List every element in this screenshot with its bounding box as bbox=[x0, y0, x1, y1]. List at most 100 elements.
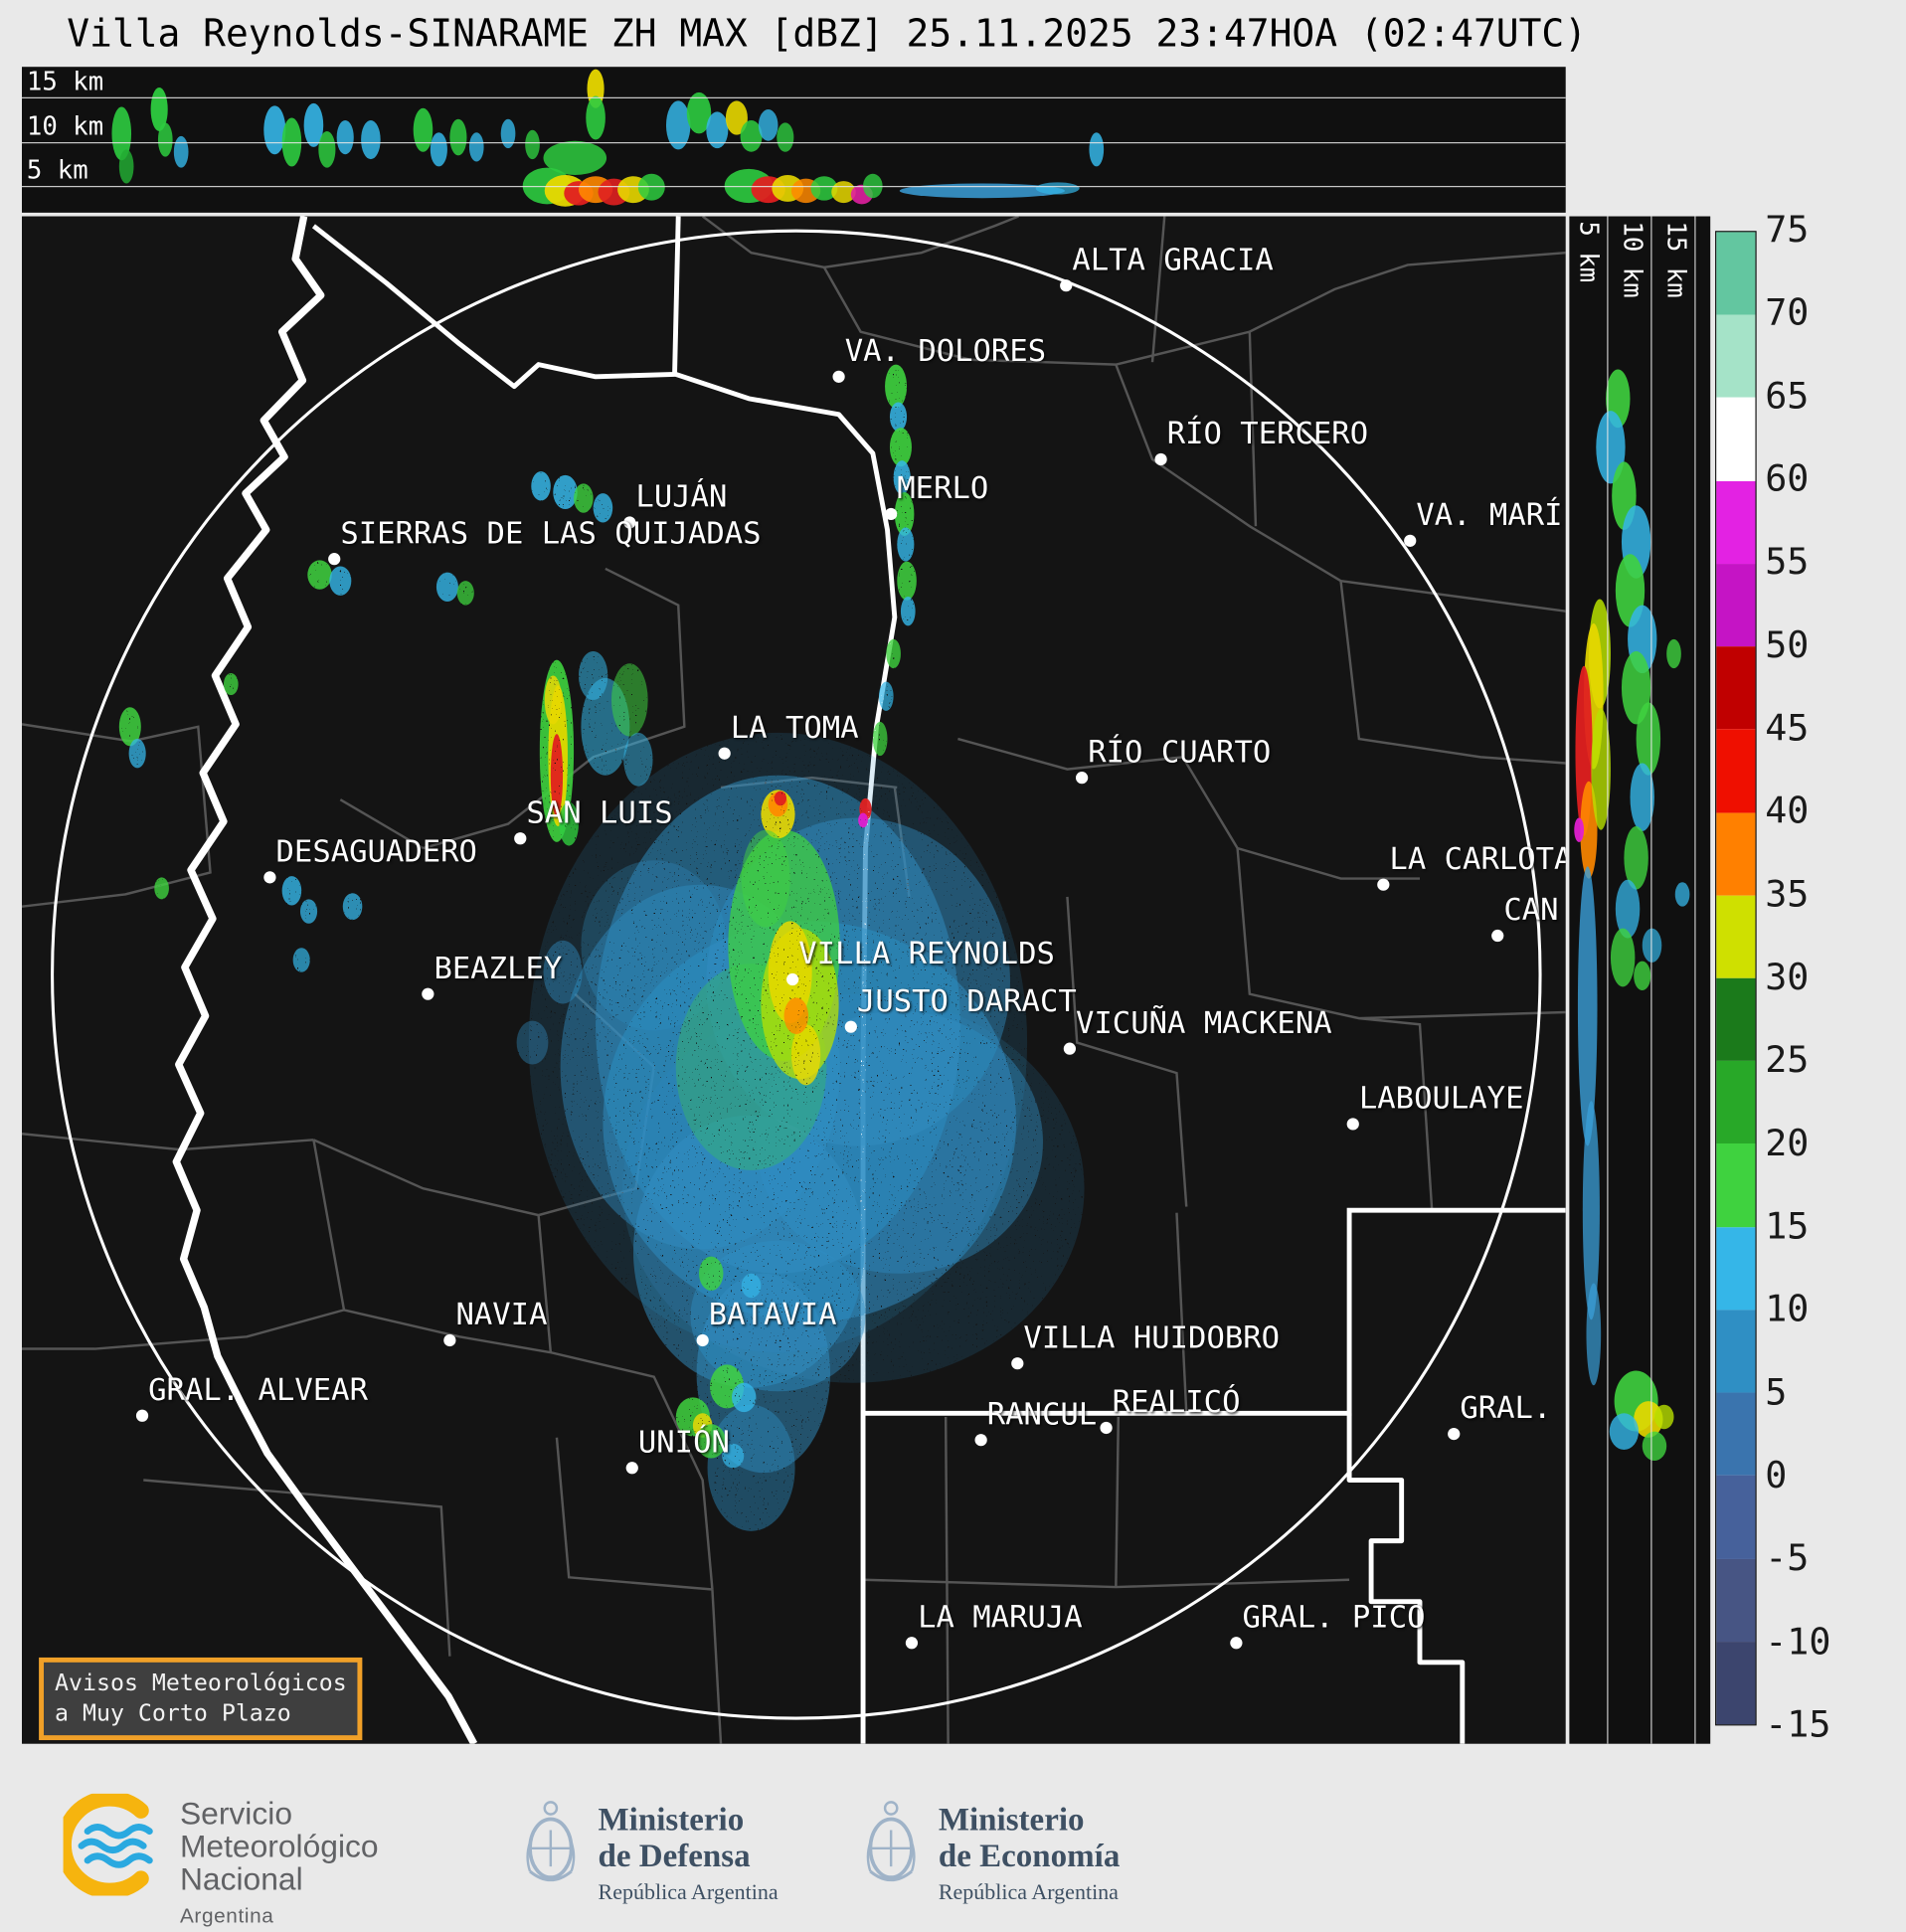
city-label: VILLA HUIDOBRO bbox=[1023, 1319, 1281, 1355]
radar-echo bbox=[899, 183, 1065, 199]
city-dot bbox=[844, 1020, 857, 1033]
colorbar-tick-label: 45 bbox=[1765, 707, 1810, 751]
colorbar-tick-label: 75 bbox=[1765, 209, 1810, 252]
colorbar-segment bbox=[1716, 646, 1756, 730]
radar-echo bbox=[886, 638, 901, 669]
radar-echo bbox=[1634, 961, 1651, 991]
map-radar-echoes bbox=[118, 364, 1085, 1531]
radar-echo bbox=[900, 597, 916, 626]
city-label: UNIÓN bbox=[637, 1424, 730, 1460]
radar-echo bbox=[1586, 1283, 1602, 1386]
altitude-label: 10 km bbox=[1618, 221, 1647, 298]
city-label: JUSTO DARACT bbox=[856, 982, 1077, 1019]
smn-name-line: Servicio bbox=[179, 1795, 293, 1832]
radar-echo bbox=[774, 790, 787, 806]
city-label: LUJÁN bbox=[635, 478, 728, 514]
city-dot bbox=[443, 1333, 456, 1347]
radar-echo bbox=[878, 681, 894, 711]
city-label: MERLO bbox=[897, 469, 989, 506]
colorbar-tick-label: -15 bbox=[1765, 1703, 1831, 1747]
radar-echo bbox=[897, 561, 917, 601]
colorbar-tick-label: 70 bbox=[1765, 291, 1810, 335]
colorbar-tick-label: 40 bbox=[1765, 790, 1810, 833]
right-cross-section-panel: 5 km 10 km 15 km bbox=[1569, 216, 1711, 1744]
radar-echo bbox=[696, 1424, 726, 1459]
colorbar-segment bbox=[1716, 232, 1756, 315]
city-label: LABOULAYE bbox=[1358, 1080, 1524, 1116]
radar-echo bbox=[118, 707, 141, 747]
city-label: SIERRAS DE LAS QUIJADAS bbox=[340, 515, 762, 551]
warning-line-1: Avisos Meteorológicos bbox=[55, 1669, 347, 1697]
radar-echo bbox=[525, 129, 540, 160]
altitude-gridline bbox=[22, 96, 1566, 98]
economia-subtitle: República Argentina bbox=[938, 1879, 1119, 1905]
city-label: VA. MARÍ bbox=[1416, 496, 1563, 533]
radar-echo bbox=[574, 483, 594, 513]
city-dot bbox=[625, 1462, 638, 1475]
radar-echo bbox=[1580, 781, 1598, 879]
city-dot bbox=[786, 972, 799, 986]
radar-echo bbox=[1624, 826, 1648, 890]
altitude-gridline bbox=[22, 185, 1566, 188]
radar-echo bbox=[889, 402, 908, 432]
radar-echo bbox=[435, 572, 458, 602]
province-border-south bbox=[863, 1207, 1566, 1416]
city-dot bbox=[1060, 279, 1073, 292]
city-dot bbox=[696, 1333, 709, 1347]
page-title: Villa Reynolds-SINARAME ZH MAX [dBZ] 25.… bbox=[67, 12, 1588, 57]
smn-logo-icon bbox=[63, 1793, 153, 1896]
city-label: GRAL. bbox=[1460, 1390, 1552, 1426]
radar-echo bbox=[593, 493, 613, 523]
radar-echo bbox=[1615, 879, 1641, 939]
radar-echo bbox=[544, 675, 562, 725]
colorbar-segment bbox=[1716, 480, 1756, 564]
economia-line: Ministerio bbox=[938, 1801, 1085, 1838]
radar-echo bbox=[329, 566, 352, 596]
radar-echo bbox=[790, 1024, 821, 1086]
radar-echo bbox=[543, 940, 583, 1004]
city-dot bbox=[263, 871, 276, 884]
city-label: VICUÑA MACKENA bbox=[1076, 1004, 1332, 1041]
radar-echo bbox=[578, 651, 608, 700]
radar-echo bbox=[1630, 763, 1654, 831]
city-label: REALICÓ bbox=[1112, 1383, 1241, 1420]
colorbar-tick-label: 25 bbox=[1765, 1039, 1810, 1083]
radar-echo bbox=[1642, 1431, 1667, 1461]
city-label: LA CARLOTA bbox=[1389, 840, 1566, 877]
colorbar-tick-label: 50 bbox=[1765, 623, 1810, 667]
radar-echo bbox=[623, 732, 653, 787]
colorbar-tick-label: 55 bbox=[1765, 541, 1810, 585]
radar-echo bbox=[698, 1256, 724, 1291]
city-label: GRAL. ALVEAR bbox=[148, 1371, 368, 1408]
radar-range-ring bbox=[51, 229, 1542, 1720]
city-dot bbox=[1011, 1357, 1024, 1370]
radar-echo bbox=[783, 997, 809, 1035]
city-dot bbox=[1377, 878, 1390, 891]
radar-echo bbox=[741, 1273, 762, 1299]
defensa-subtitle: República Argentina bbox=[598, 1879, 779, 1905]
radar-echo bbox=[1577, 866, 1598, 1146]
smn-name-line: Nacional bbox=[179, 1860, 303, 1897]
radar-echo bbox=[281, 876, 302, 906]
city-dot bbox=[1448, 1427, 1461, 1441]
radar-echo bbox=[128, 739, 146, 769]
city-dot bbox=[1154, 452, 1167, 466]
colorbar-segment bbox=[1716, 314, 1756, 399]
city-dot bbox=[718, 747, 731, 760]
radar-echo bbox=[318, 130, 336, 168]
colorbar-tick-label: 65 bbox=[1765, 375, 1810, 418]
radar-echo bbox=[157, 122, 173, 157]
city-dot bbox=[328, 553, 341, 566]
weather-warnings-banner[interactable]: Avisos Meteorológicos a Muy Corto Plazo bbox=[39, 1657, 363, 1741]
radar-echo bbox=[897, 527, 915, 562]
radar-echo bbox=[706, 111, 729, 149]
radar-echo bbox=[263, 105, 286, 155]
dbz-colorbar bbox=[1715, 231, 1757, 1726]
city-label: DESAGUADERO bbox=[275, 833, 477, 869]
defensa-wordmark: Ministerio de Defensa República Argentin… bbox=[599, 1801, 779, 1904]
city-dot bbox=[1230, 1637, 1243, 1650]
radar-echo bbox=[732, 1382, 757, 1413]
colorbar-tick-label: 20 bbox=[1765, 1122, 1810, 1165]
colorbar-segment bbox=[1716, 1641, 1756, 1725]
